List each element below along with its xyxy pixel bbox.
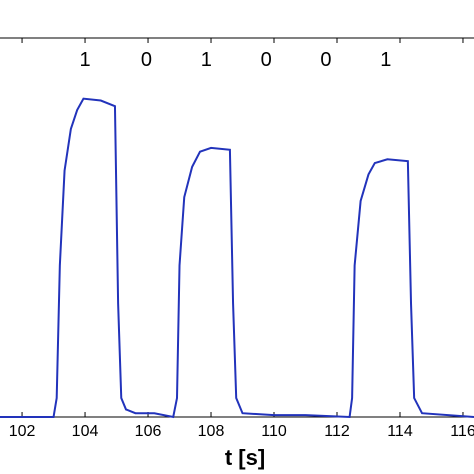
bit-label: 0 <box>141 49 152 71</box>
x-tick-label: 106 <box>135 423 162 440</box>
x-tick-label: 104 <box>72 423 99 440</box>
bit-label: 0 <box>261 49 272 71</box>
x-tick-label: 102 <box>9 423 36 440</box>
bit-label: 1 <box>201 49 212 71</box>
bit-label: 0 <box>320 49 331 71</box>
x-tick-label: 116 <box>450 423 474 440</box>
x-tick-label: 108 <box>198 423 225 440</box>
x-axis-label: t [s] <box>225 445 265 470</box>
signal-line <box>0 97 474 419</box>
bit-label: 1 <box>79 49 90 71</box>
x-tick-label: 114 <box>387 423 413 440</box>
bit-label: 1 <box>380 49 391 71</box>
x-tick-label: 112 <box>324 423 350 440</box>
x-tick-label: 110 <box>261 423 287 440</box>
